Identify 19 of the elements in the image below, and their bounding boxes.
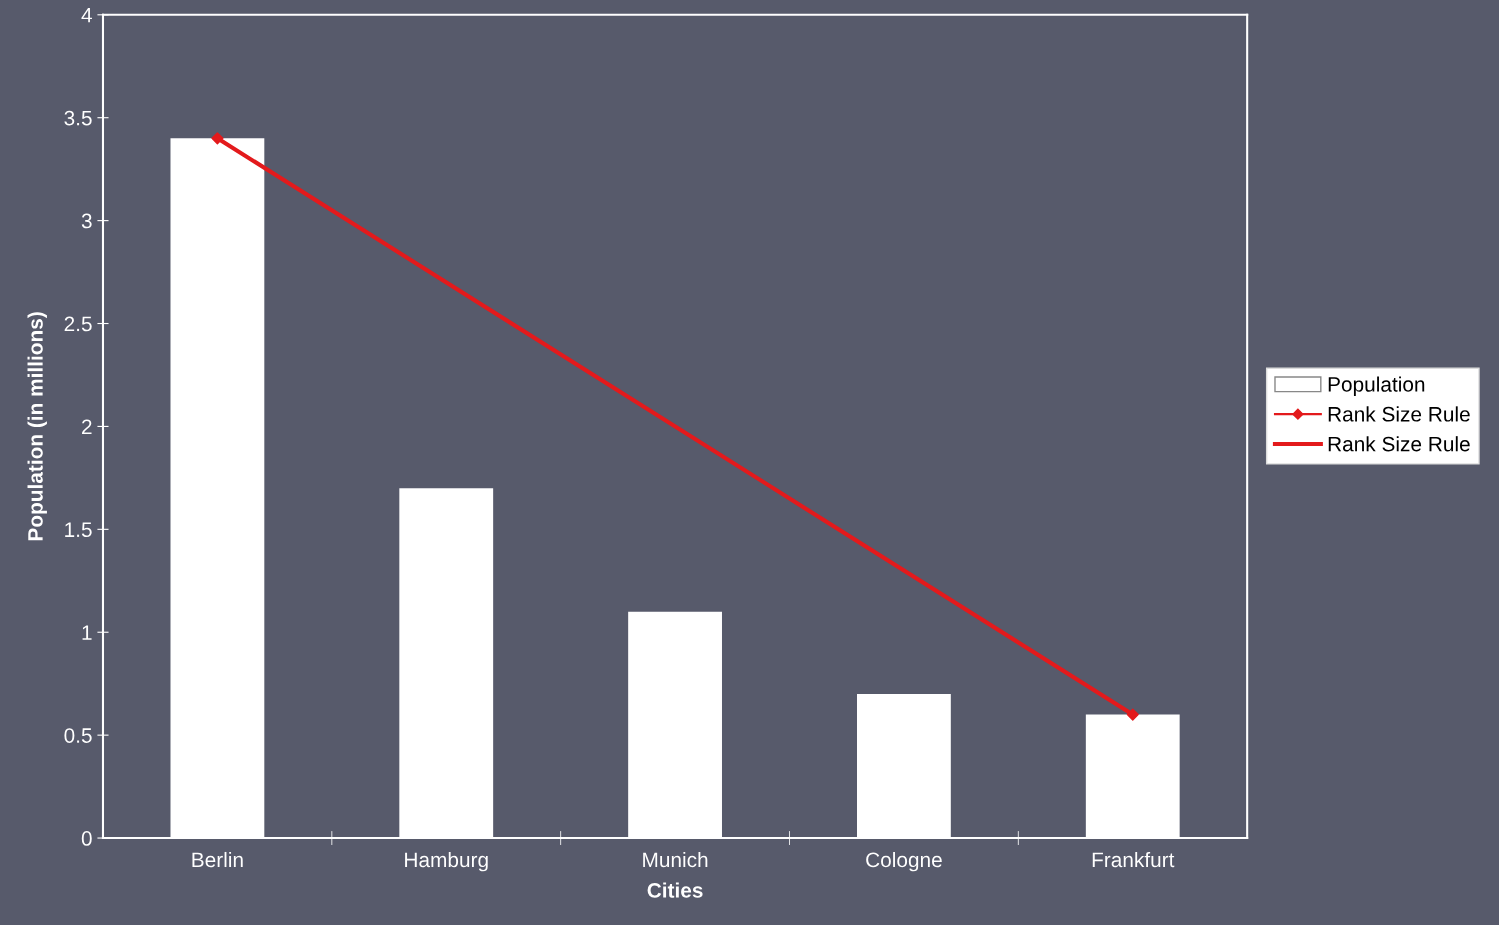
y-axis-title: Population (in millions) [27, 312, 47, 541]
y-tick-label: 0.5 [64, 728, 92, 743]
y-tick-label: 1 [82, 625, 92, 640]
y-tick-label: 3.5 [64, 110, 92, 126]
x-tick-label: Hamburg [405, 851, 488, 872]
y-tick-label: 2 [82, 419, 92, 434]
legend-label: Rank Size Rule [1328, 406, 1470, 422]
x-axis-title: Cities [647, 882, 703, 898]
x-tick-label: Munich [643, 851, 708, 868]
x-tick-label: Frankfurt [1092, 851, 1175, 868]
y-tick-label: 3 [81, 213, 92, 229]
legend-label: Rank Size Rule [1328, 436, 1470, 452]
y-tick-label: 0 [81, 831, 92, 846]
legend-label: Population [1328, 376, 1425, 396]
y-tick-label: 1.5 [65, 522, 92, 538]
x-tick-label: Berlin [192, 851, 243, 868]
y-tick-label: 4 [81, 8, 92, 23]
x-tick-label: Cologne [866, 851, 942, 872]
y-tick-label: 2.5 [64, 316, 92, 332]
